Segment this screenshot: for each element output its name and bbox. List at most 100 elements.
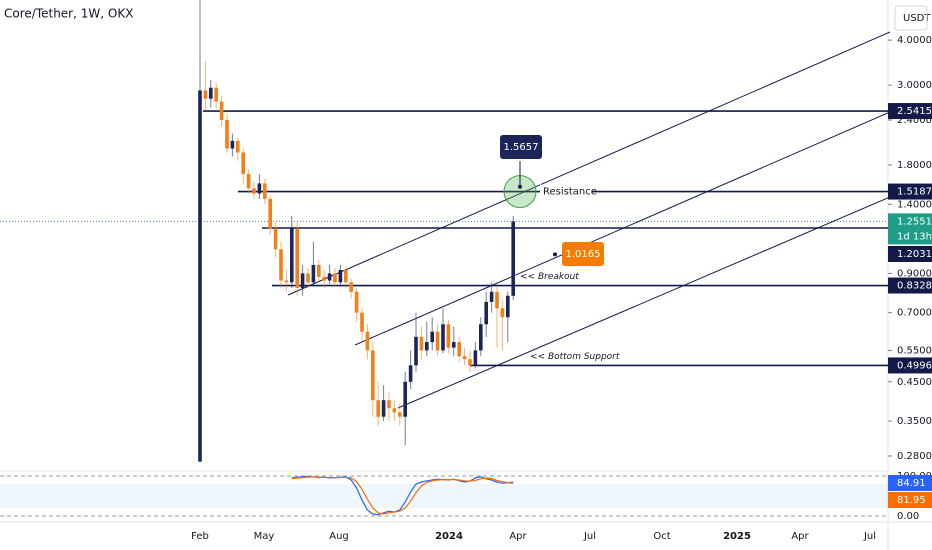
candle-body	[338, 269, 343, 283]
annotation-bg	[540, 184, 592, 199]
candle-body	[198, 90, 202, 462]
annotation: << Breakout	[520, 272, 579, 282]
countdown-label-box	[888, 228, 932, 245]
callout-label: 1.0165	[566, 249, 601, 260]
x-tick-label: Feb	[191, 531, 209, 542]
countdown-label: 1d 13h	[897, 231, 932, 242]
stoch-band	[0, 484, 888, 508]
x-tick-label: Aug	[329, 531, 349, 542]
y-tick-label: 0.2800	[897, 451, 932, 462]
callout-box	[500, 135, 542, 159]
candle-body	[468, 359, 472, 366]
candle-body	[263, 183, 267, 199]
level-label-box	[888, 183, 932, 200]
candle-body	[236, 140, 240, 153]
callout-label: 1.5657	[504, 142, 539, 153]
candle-body	[279, 249, 283, 281]
candle-body	[403, 381, 407, 417]
candle-body	[273, 228, 278, 250]
candle-body	[446, 324, 451, 348]
callout-dot	[518, 184, 522, 189]
candle-body	[414, 336, 418, 366]
level-label: 2.5415	[897, 106, 932, 117]
level-label: 1.2031	[897, 249, 932, 260]
x-tick-label: May	[254, 531, 275, 542]
candle-body	[452, 342, 456, 348]
candle-body	[430, 331, 434, 343]
y-tick-label: 1.4000	[897, 199, 932, 210]
candle-body	[419, 336, 424, 351]
candle-body	[479, 324, 483, 351]
candle-body	[209, 87, 213, 99]
candle-body	[214, 87, 218, 102]
candle-body	[333, 273, 337, 283]
candle-body	[408, 365, 413, 382]
last-price-label: 1.2551	[897, 216, 932, 227]
x-tick-label: Jul	[863, 531, 876, 542]
stoch-label-box	[888, 492, 932, 508]
level-label-box	[888, 277, 932, 294]
candle-body	[295, 228, 299, 288]
level-label: 0.8328	[897, 281, 932, 292]
y-tick-label: 1.8000	[897, 160, 932, 171]
stoch-label: 81.95	[897, 495, 926, 506]
x-tick-label: 2025	[723, 531, 751, 542]
trend-line	[354, 111, 891, 346]
level-label: 1.5187	[897, 187, 932, 198]
candle-body	[290, 228, 294, 283]
trend-line	[287, 31, 891, 296]
y-tick-label: 3.0000	[897, 80, 932, 91]
stoch-line	[291, 476, 514, 515]
candle-body	[511, 221, 515, 296]
candle-body	[317, 264, 321, 277]
candle-body	[268, 198, 272, 229]
candle-body	[462, 356, 467, 360]
y-tick-label: 0.7000	[897, 308, 932, 319]
candle-body	[387, 400, 391, 409]
annotation: Resistance	[543, 187, 597, 198]
candle-body	[398, 412, 402, 417]
callout-dot	[553, 252, 557, 257]
candle-body	[225, 120, 229, 149]
candle-body	[327, 273, 332, 281]
candle-body	[203, 90, 208, 99]
candle-body	[322, 276, 326, 281]
y-tick-label: 0.3500	[897, 416, 932, 427]
candle-body	[500, 308, 505, 318]
x-tick-label: Apr	[509, 531, 527, 542]
last-price-label-box	[888, 213, 932, 230]
candle-body	[495, 291, 499, 309]
candle-body	[246, 173, 251, 189]
y-tick-label: 0.5500	[897, 345, 932, 356]
x-tick-label: 2024	[435, 531, 463, 542]
level-label: 0.4996	[897, 360, 932, 371]
unit-label: USDT	[903, 13, 931, 24]
candle-body	[425, 342, 429, 351]
candle-body	[376, 400, 380, 417]
candle-body	[306, 273, 310, 283]
candle-body	[392, 408, 397, 413]
candle-body	[257, 183, 262, 194]
x-tick-label: Jul	[583, 531, 596, 542]
y-tick-label: 0.9000	[897, 268, 932, 279]
candle-body	[381, 400, 386, 417]
annotation: << Bottom Support	[530, 352, 620, 362]
price-axis	[888, 0, 932, 550]
candle-body	[506, 295, 510, 318]
trend-line	[397, 196, 891, 409]
x-tick-label: Oct	[653, 531, 670, 542]
candle-body	[219, 101, 224, 121]
level-label-box	[888, 103, 932, 120]
candle-body	[441, 324, 445, 351]
candle-body	[311, 264, 316, 283]
candle-body	[457, 342, 461, 357]
y-tick-label: 0.00	[897, 511, 919, 522]
stoch-label: 84.91	[897, 478, 926, 489]
candle-body	[365, 331, 370, 351]
candle-body	[344, 269, 348, 283]
candle-body	[489, 291, 494, 302]
candle-body	[252, 188, 256, 194]
x-tick-label: Apr	[791, 531, 809, 542]
